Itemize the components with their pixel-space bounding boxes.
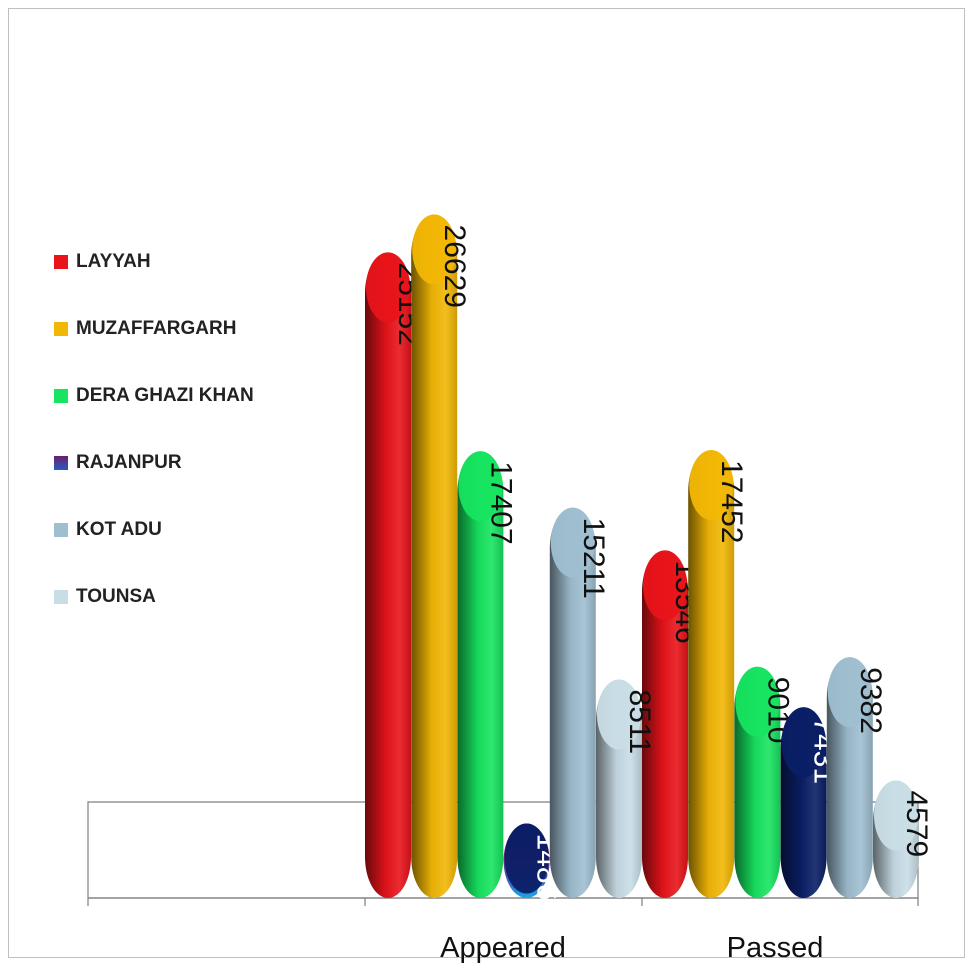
- legend-swatch: [54, 523, 68, 537]
- bar-body: [457, 451, 504, 898]
- legend-label: RAJANPUR: [76, 452, 182, 473]
- legend-label: MUZAFFARGARH: [76, 318, 237, 339]
- bar-data-label: 26629: [438, 225, 471, 308]
- bar-cap: [366, 252, 410, 323]
- legend-label: DERA GHAZI KHAN: [76, 385, 254, 406]
- bar-data-label: 17407: [484, 461, 517, 544]
- bar-rajanpur-passed: 7431: [780, 707, 841, 898]
- legend-swatch: [54, 322, 68, 336]
- bar-body: [411, 214, 458, 898]
- bar-data-label: 4579: [900, 790, 933, 857]
- legend-item-muzaffargarh: MUZAFFARGARH: [54, 317, 236, 341]
- bar-dera-ghazi-khan-appeared: 17407: [457, 451, 517, 898]
- bar-tounsa-passed: 4579: [873, 780, 933, 898]
- bar-cap: [412, 214, 457, 285]
- bar-kot-adu-passed: 9382: [826, 657, 887, 898]
- bar-cap: [781, 707, 826, 778]
- bar-data-label: 15211: [577, 518, 610, 599]
- bar-tounsa-appeared: 8511: [596, 679, 656, 898]
- bar-cap: [458, 451, 503, 522]
- category-label-passed: Passed: [727, 932, 824, 964]
- bar-muzaffargarh-appeared: 26629: [411, 214, 471, 898]
- bar-cap: [643, 550, 687, 621]
- legend-swatch: [54, 255, 68, 269]
- category-label-appeared: Appeared: [440, 932, 566, 964]
- legend-swatch: [54, 456, 68, 470]
- legend-item-layyah: LAYYAH: [54, 250, 151, 274]
- bar-cap: [689, 450, 734, 521]
- legend-item-tounsa: TOUNSA: [54, 585, 156, 609]
- bar-body: [549, 507, 596, 898]
- legend-item-dera-ghazi-khan: DERA GHAZI KHAN: [54, 384, 254, 408]
- legend-swatch: [54, 590, 68, 604]
- bar-cap: [827, 657, 872, 728]
- legend-item-kot-adu: KOT ADU: [54, 518, 162, 542]
- legend-label: LAYYAH: [76, 251, 151, 272]
- bar-cap: [597, 679, 641, 750]
- bar-cap: [874, 780, 918, 851]
- bar-cap: [504, 823, 549, 894]
- bar-muzaffargarh-passed: 17452: [688, 450, 748, 898]
- bar-body: [688, 450, 735, 898]
- legend-swatch: [54, 389, 68, 403]
- legend-label: KOT ADU: [76, 519, 162, 540]
- legend-label: TOUNSA: [76, 586, 156, 607]
- bar-body: [365, 252, 411, 898]
- category-labels: Appeared Passed: [440, 932, 823, 964]
- legend-item-rajanpur: RAJANPUR: [54, 451, 182, 475]
- bar-data-label: 9382: [854, 667, 887, 734]
- bar-dera-ghazi-khan-passed: 9010: [734, 666, 794, 898]
- bar-cap: [550, 507, 595, 578]
- bar-body: [642, 550, 688, 898]
- bar-kot-adu-appeared: 15211: [549, 507, 610, 898]
- bar-data-label: 8511: [623, 690, 656, 755]
- bar-data-label: 17452: [715, 460, 748, 543]
- bars-group: 2515213546266291745217407901014867431152…: [365, 214, 933, 900]
- bar-cap: [735, 666, 780, 737]
